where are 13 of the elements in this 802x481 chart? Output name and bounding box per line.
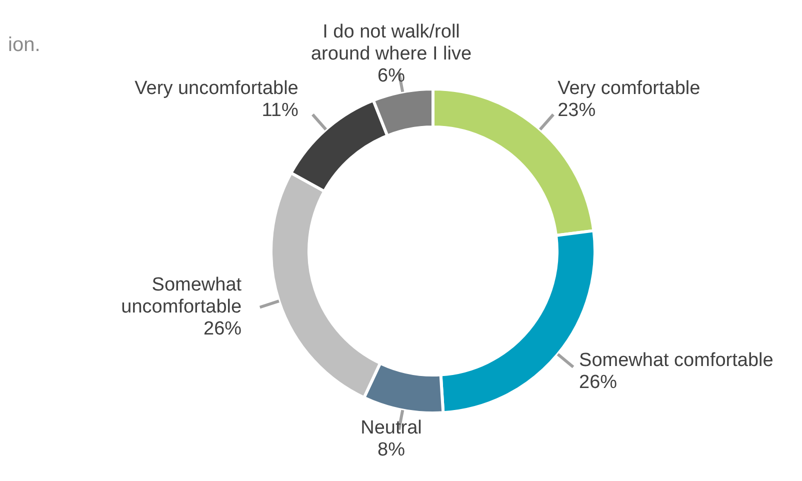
slice-label: Very uncomfortable bbox=[134, 78, 298, 99]
data-label: 6% bbox=[378, 65, 406, 86]
slice-label: Somewhat comfortable bbox=[579, 350, 774, 371]
data-label: 11% bbox=[262, 100, 298, 121]
data-label: 8% bbox=[378, 440, 406, 461]
slice-label: Very comfortable bbox=[558, 78, 700, 99]
text: ion. bbox=[8, 34, 40, 57]
slice-label: Somewhat uncomfortable bbox=[121, 274, 242, 318]
data-label: 26% bbox=[204, 318, 242, 340]
data-label: 26% bbox=[579, 372, 618, 393]
slice-label: Neutral bbox=[360, 418, 422, 439]
slice-label: I do not walk/roll around where I live bbox=[311, 21, 472, 64]
data-label: 23% bbox=[558, 100, 596, 121]
